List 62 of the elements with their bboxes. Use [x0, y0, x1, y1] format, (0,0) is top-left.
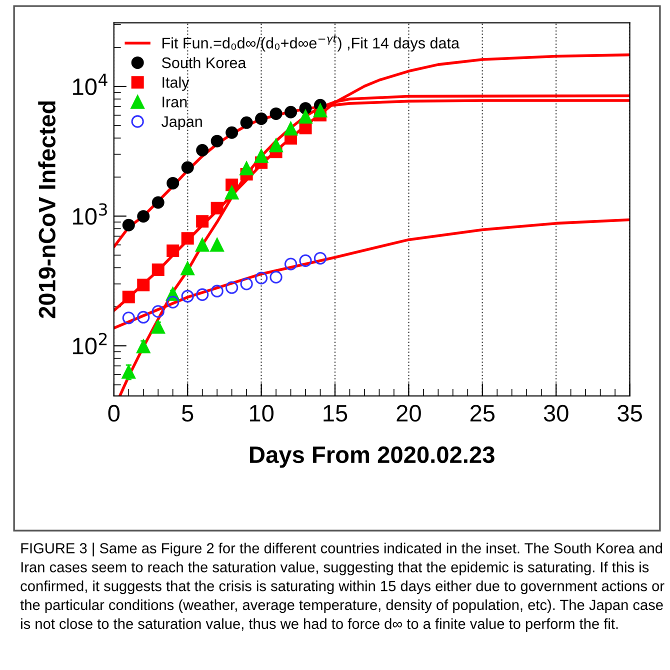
point: [122, 290, 135, 304]
legend-label: Fit Fun.=d₀d∞/(d₀+d∞e$^{−γt}$) ,Fit 14 days data: [162, 35, 460, 52]
point: [210, 134, 224, 148]
point: [226, 126, 238, 139]
legend-label: South Korea: [162, 57, 246, 68]
point: [254, 149, 268, 163]
point: [240, 161, 254, 176]
point: [166, 296, 180, 308]
point: [196, 144, 209, 156]
caption: FIGURE 3 | Same as Figure 2 for the different countries indicated in the inset. The South Korea and Iran cases seem to reach the saturation value, suggesting that the epidemic is saturating. If this is confirmed, it suggests that the crisis is saturating within 15 days either due to government actions or the particular conditions (weather, average temperature, density of population, etc). The Japan case is not close to the saturation value, thus we had to force d∞ to a finite value to perform the fit.: [20, 542, 664, 632]
legend-label: Italy: [162, 76, 190, 91]
y-tick-label: 10$^{2}$: [73, 332, 107, 354]
point: [255, 112, 268, 125]
point: [313, 103, 328, 118]
x-tick-label: 15: [324, 405, 348, 422]
x-tick-label: 10: [250, 404, 274, 422]
x-tick-label: 35: [618, 404, 642, 422]
point: [166, 244, 180, 257]
point: [195, 238, 210, 252]
point: [152, 305, 164, 318]
x-tick-label: 20: [396, 404, 421, 422]
point: [314, 252, 327, 265]
x-tick-label: 0: [108, 404, 120, 422]
legend-label: Japan: [162, 116, 202, 130]
point: [270, 270, 282, 284]
point: [254, 272, 268, 284]
point: [196, 215, 209, 228]
point: [226, 281, 238, 294]
point: [210, 238, 224, 252]
point: [137, 278, 150, 292]
point: [298, 110, 312, 124]
x-tick-label: 5: [182, 405, 194, 422]
y-axis-title: 2019-nCoV Infected: [38, 101, 56, 318]
point: [152, 196, 164, 209]
x-tick-label: 25: [470, 404, 495, 422]
y-tick-label: 10$^{3}$: [73, 203, 107, 225]
point: [181, 290, 194, 303]
point: [284, 106, 298, 118]
point: [181, 232, 194, 245]
point: [137, 210, 150, 223]
point: [284, 258, 298, 270]
point: [166, 176, 180, 190]
point: [240, 116, 253, 129]
point: [181, 161, 194, 174]
point: [122, 218, 135, 232]
point: [240, 278, 253, 290]
point: [210, 202, 224, 214]
point: [210, 284, 224, 298]
legend-label: Iran: [162, 96, 187, 108]
y-tick-label: 10$^{4}$: [73, 74, 108, 96]
point: [299, 254, 312, 268]
point: [270, 107, 282, 120]
point: [224, 186, 239, 200]
point: [122, 312, 135, 324]
point: [152, 263, 164, 276]
point: [284, 122, 298, 136]
point: [180, 261, 195, 276]
point: [196, 288, 209, 301]
x-axis-title: Days From 2020.02.23: [250, 446, 494, 468]
point: [137, 310, 150, 324]
point: [269, 138, 283, 152]
x-tick-label: 30: [544, 404, 568, 422]
